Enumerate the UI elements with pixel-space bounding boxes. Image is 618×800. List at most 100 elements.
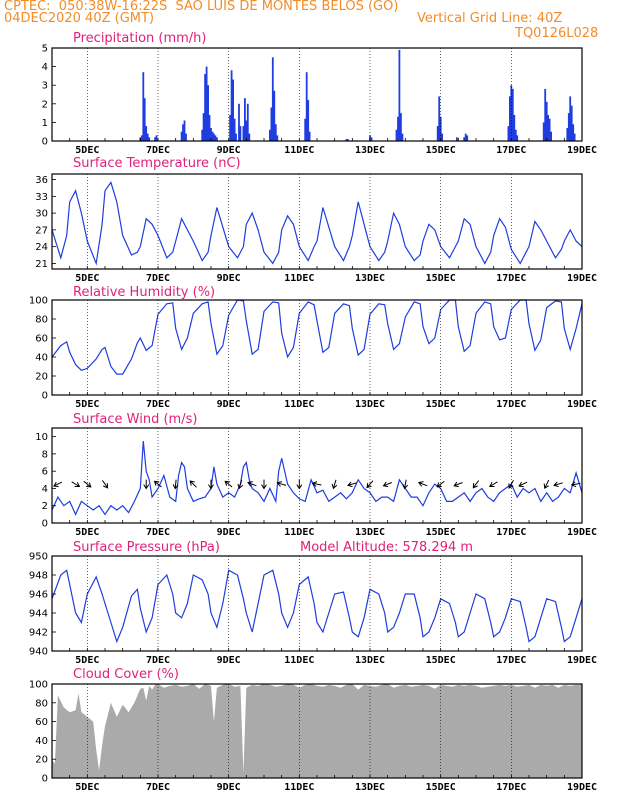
precip-bar — [466, 135, 469, 141]
y-tick-label: 60 — [35, 717, 48, 728]
wind-arrow — [331, 479, 338, 490]
cloud-area — [52, 684, 582, 778]
x-tick-label: 5DEC — [75, 145, 99, 156]
wind-arrow — [172, 479, 179, 490]
precip-bar — [401, 133, 404, 141]
precip-bar — [232, 79, 234, 141]
x-tick-label: 5DEC — [75, 527, 99, 538]
precip-bar — [205, 66, 208, 141]
x-tick-label: 15DEC — [426, 655, 456, 666]
x-tick-label: 15DEC — [426, 273, 456, 284]
wind-arrow — [436, 481, 445, 488]
pres-frame — [51, 555, 583, 652]
y-tick-label: 100 — [29, 296, 48, 307]
y-tick-label: 20 — [35, 755, 48, 766]
precip-bar — [436, 126, 439, 141]
precip-bar — [154, 137, 156, 141]
precip-bar — [208, 115, 211, 141]
panel-rh: 5DEC 7DEC 9DEC 11DEC 13DEC 15DEC 17DEC 19DEC 0 20… — [29, 285, 597, 410]
rh-line — [51, 299, 583, 375]
x-tick-label: 17DEC — [496, 145, 526, 156]
x-tick-label: 13DEC — [355, 655, 385, 666]
x-tick-label: 13DEC — [355, 527, 385, 538]
y-tick-label: 60 — [35, 334, 48, 345]
y-tick-label: 944 — [29, 609, 48, 620]
temp-title: Surface Temperature (nC) — [73, 156, 241, 171]
x-tick-label: 17DEC — [496, 273, 526, 284]
wind-arrow — [153, 480, 162, 488]
x-tick-label: 9DEC — [217, 399, 241, 410]
precip-bar — [347, 139, 349, 141]
precip-bar — [230, 70, 233, 141]
wind-frame — [51, 427, 583, 524]
precip-bar — [550, 131, 552, 141]
precip-bar — [438, 96, 441, 141]
wind-line — [51, 440, 583, 516]
precip-bar — [233, 118, 236, 141]
precip-bar — [441, 133, 443, 141]
y-tick-label: 10 — [35, 432, 48, 443]
y-tick-label: 0 — [42, 519, 48, 530]
precip-bar — [269, 129, 271, 141]
x-tick-label: 7DEC — [146, 273, 170, 284]
wind-arrow — [518, 481, 528, 488]
header-location: CPTEC: 050:38W-16:22S SAO LUIS DE MONTES… — [4, 0, 399, 14]
y-tick-label: 30 — [35, 209, 48, 220]
header: CPTEC: 050:38W-16:22S SAO LUIS DE MONTES… — [0, 0, 618, 50]
wind-arrow — [570, 481, 581, 488]
precip-bar — [305, 72, 308, 141]
x-tick-label: 19DEC — [567, 399, 597, 410]
wind-arrow — [296, 479, 303, 490]
wind-arrow — [237, 479, 244, 490]
precip-bar — [544, 88, 547, 141]
y-tick-label: 0 — [42, 774, 48, 785]
wind-arrow — [53, 481, 63, 488]
precip-bar — [242, 126, 245, 141]
precip-bar — [514, 129, 517, 141]
precip-bar — [548, 118, 551, 141]
precip-bar — [146, 133, 149, 141]
y-tick-label: 100 — [29, 680, 48, 691]
precip-bar — [211, 131, 214, 141]
wind-arrow — [366, 480, 374, 489]
precip-bar — [510, 85, 513, 141]
precip-bar — [345, 139, 348, 141]
precip-bar — [201, 129, 204, 141]
precip-bar — [395, 129, 398, 141]
precip-bar — [511, 88, 514, 141]
precip-bar — [400, 113, 402, 141]
x-tick-label: 5DEC — [75, 273, 99, 284]
x-tick-label: 19DEC — [567, 145, 597, 156]
wind-arrow — [402, 479, 409, 490]
x-tick-label: 13DEC — [355, 399, 385, 410]
precip-bar — [569, 96, 572, 141]
y-tick-label: 948 — [29, 571, 48, 582]
wind-arrow — [208, 479, 214, 490]
wind-arrow — [553, 481, 563, 488]
x-tick-label: 11DEC — [284, 655, 314, 666]
precip-bar — [182, 124, 184, 141]
y-tick-label: 4 — [42, 484, 48, 495]
y-tick-label: 950 — [29, 552, 48, 563]
x-tick-label: 13DEC — [355, 782, 385, 793]
precip-bar — [143, 98, 146, 141]
precip-bar — [513, 115, 516, 141]
precip-bar — [542, 122, 545, 141]
x-tick-label: 11DEC — [284, 273, 314, 284]
y-tick-label: 40 — [35, 736, 48, 747]
x-tick-label: 17DEC — [496, 399, 526, 410]
x-tick-label: 17DEC — [496, 527, 526, 538]
x-tick-label: 17DEC — [496, 782, 526, 793]
precip-bar — [185, 133, 187, 141]
y-tick-label: 21 — [35, 259, 48, 270]
y-tick-label: 0 — [42, 137, 48, 148]
x-tick-label: 11DEC — [284, 399, 314, 410]
x-tick-label: 5DEC — [75, 399, 99, 410]
precip-bar — [145, 126, 148, 141]
x-tick-label: 9DEC — [217, 527, 241, 538]
wind-arrow — [488, 481, 498, 487]
precip-bar — [464, 133, 467, 141]
x-tick-label: 5DEC — [75, 655, 99, 666]
wind-arrow — [276, 481, 287, 487]
x-tick-label: 15DEC — [426, 527, 456, 538]
